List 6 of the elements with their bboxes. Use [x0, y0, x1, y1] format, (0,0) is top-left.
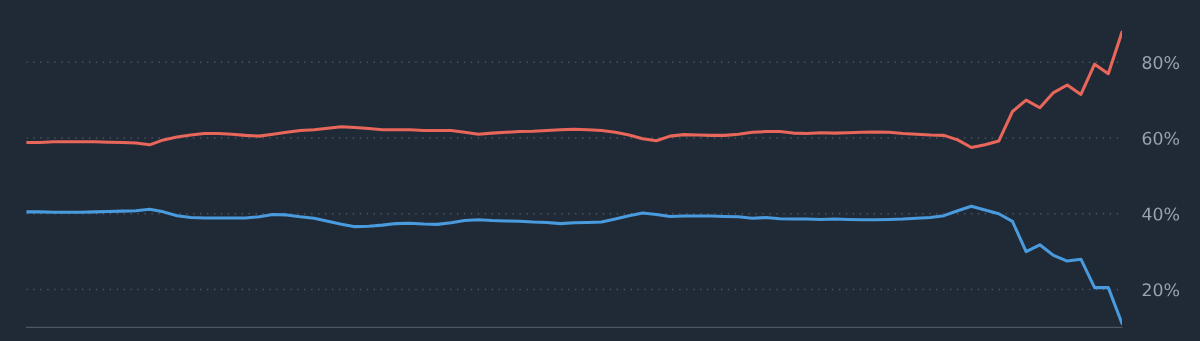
line-series — [26, 30, 1122, 150]
y-tick-label: 80% — [1142, 56, 1180, 70]
y-tick-label: 40% — [1142, 207, 1180, 221]
line-series — [26, 204, 1122, 326]
y-tick-label: 60% — [1142, 131, 1180, 145]
y-tick-label: 20% — [1142, 283, 1180, 297]
